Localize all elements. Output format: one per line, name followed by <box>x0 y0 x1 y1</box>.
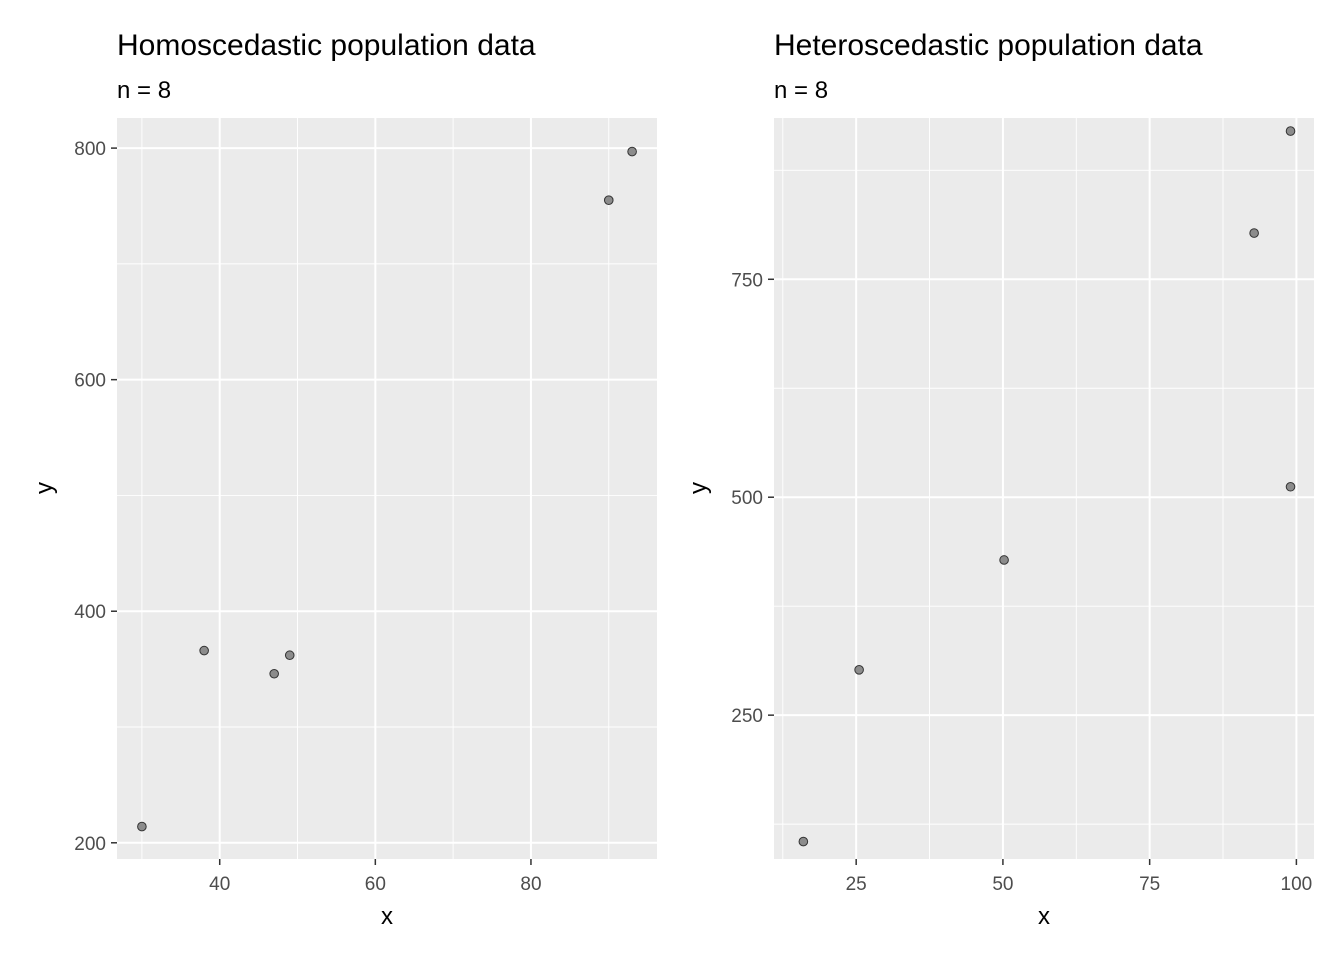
gridlines <box>117 118 657 859</box>
x-tick-label: 25 <box>846 874 867 895</box>
y-tick-label: 200 <box>74 834 106 855</box>
x-tick-label: 100 <box>1281 874 1313 895</box>
data-point <box>999 555 1009 565</box>
y-tick-label: 750 <box>731 270 763 291</box>
chart-title: Homoscedastic population data <box>117 29 536 62</box>
chart-title: Heteroscedastic population data <box>774 29 1203 62</box>
data-point <box>137 821 147 832</box>
x-tick-label: 75 <box>1139 874 1160 895</box>
y-tick-label: 250 <box>731 706 763 727</box>
data-point <box>1285 126 1296 136</box>
gridlines <box>774 118 1314 859</box>
y-axis-title: y <box>685 482 712 494</box>
homoscedastic-chart: Homoscedastic population data n = 8 40 60… <box>31 29 657 930</box>
data-points <box>137 146 637 832</box>
data-point <box>603 195 614 206</box>
x-axis-title: x <box>1038 903 1050 930</box>
y-tick-label: 600 <box>74 371 106 392</box>
y-tick-label: 400 <box>74 602 106 623</box>
y-tick-label: 500 <box>731 488 763 509</box>
data-point <box>284 650 295 661</box>
chart-subtitle: n = 8 <box>117 77 171 104</box>
x-tick-label: 80 <box>520 874 541 895</box>
axis-ticks: 25 50 75 100 250 500 750 <box>731 270 1312 895</box>
x-tick-label: 40 <box>209 874 230 895</box>
x-tick-label: 50 <box>992 874 1013 895</box>
x-axis-title: x <box>381 903 393 930</box>
data-point <box>269 668 279 679</box>
data-point <box>627 146 637 157</box>
data-point <box>798 836 809 847</box>
data-points <box>798 126 1296 847</box>
y-axis-title: y <box>31 482 58 494</box>
axis-ticks: 40 60 80 200 400 600 800 <box>74 139 541 895</box>
chart-subtitle: n = 8 <box>774 77 828 104</box>
plot-panel <box>774 118 1314 859</box>
heteroscedastic-chart: Heteroscedastic population data n = 8 25… <box>685 29 1314 930</box>
plot-panel <box>117 118 657 859</box>
y-tick-label: 800 <box>74 139 106 160</box>
x-tick-label: 60 <box>365 874 386 895</box>
data-point <box>1249 228 1259 238</box>
data-point <box>199 645 209 656</box>
data-point <box>1285 481 1296 492</box>
data-point <box>854 665 864 675</box>
